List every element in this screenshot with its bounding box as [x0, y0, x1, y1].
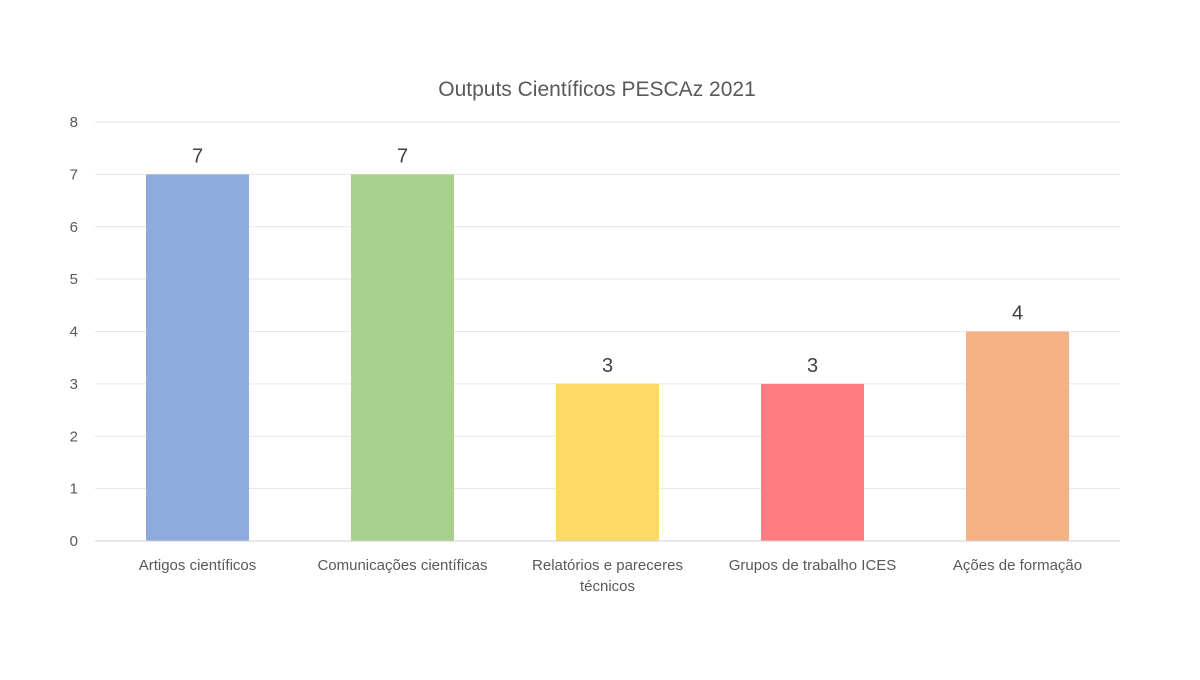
- data-label: 3: [807, 355, 818, 377]
- y-tick-label: 7: [70, 166, 78, 183]
- x-tick-label-line: Artigos científicos: [139, 557, 257, 574]
- chart-title: Outputs Científicos PESCAz 2021: [438, 78, 756, 101]
- y-tick-label: 3: [70, 376, 78, 393]
- x-tick-label-line: Grupos de trabalho ICES: [729, 557, 897, 574]
- y-tick-label: 6: [70, 219, 78, 236]
- x-tick-label-line: Relatórios e pareceres: [532, 557, 683, 574]
- bar: [351, 174, 454, 541]
- y-tick-label: 2: [70, 428, 78, 445]
- x-tick-label-line: técnicos: [580, 578, 635, 595]
- y-tick-label: 0: [70, 533, 78, 550]
- x-tick-label: Artigos científicos: [139, 557, 257, 574]
- data-label: 7: [192, 145, 203, 167]
- y-axis: 0 1 2 3 4 5 6 7 8: [70, 114, 78, 550]
- data-labels: 7 7 3 3 4: [192, 145, 1023, 377]
- x-tick-label-line: Comunicações científicas: [317, 557, 487, 574]
- x-tick-label: Ações de formação: [953, 557, 1082, 574]
- data-label: 4: [1012, 303, 1023, 325]
- y-tick-label: 5: [70, 271, 78, 288]
- bar: [556, 383, 659, 541]
- bar: [966, 331, 1069, 541]
- x-axis: Artigos científicos Comunicações científi…: [95, 540, 1120, 595]
- x-tick-label: Comunicações científicas: [317, 557, 487, 574]
- y-tick-label: 1: [70, 481, 78, 498]
- x-tick-label: Grupos de trabalho ICES: [729, 557, 897, 574]
- bars: [146, 174, 1069, 541]
- y-tick-label: 4: [70, 324, 78, 341]
- bar: [761, 383, 864, 541]
- data-label: 7: [397, 145, 408, 167]
- x-tick-label-line: Ações de formação: [953, 557, 1082, 574]
- x-tick-label: Relatórios e pareceres técnicos: [532, 557, 683, 595]
- data-label: 3: [602, 355, 613, 377]
- y-tick-label: 8: [70, 114, 78, 131]
- bar: [146, 174, 249, 541]
